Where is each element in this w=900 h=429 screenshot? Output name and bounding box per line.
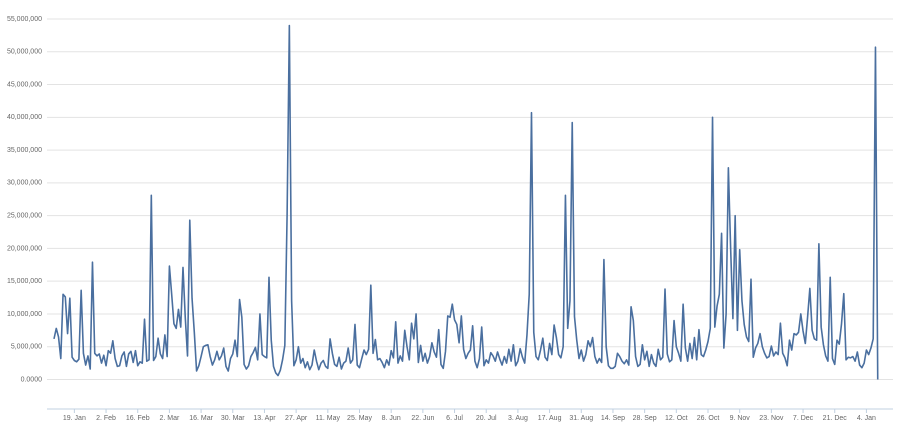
y-tick-label: 20,000,000 — [7, 245, 42, 252]
x-tick-label: 4. Jan — [857, 415, 876, 422]
y-tick-label: 10,000,000 — [7, 311, 42, 318]
x-tick-label: 27. Apr — [285, 415, 308, 422]
x-tick-label: 8. Jun — [382, 415, 401, 422]
x-tick-label: 12. Oct — [665, 415, 688, 422]
x-tick-label: 11. May — [316, 415, 341, 422]
x-tick-label: 22. Jun — [411, 415, 434, 422]
x-tick-label: 17. Aug — [538, 415, 562, 422]
y-tick-label: 40,000,000 — [7, 114, 42, 121]
x-tick-label: 7. Dec — [793, 415, 814, 422]
x-tick-label: 19. Jan — [63, 415, 86, 422]
y-tick-label: 55,000,000 — [7, 16, 42, 23]
x-tick-label: 6. Jul — [446, 415, 463, 422]
x-tick-label: 20. Jul — [476, 415, 497, 422]
data-line — [53, 24, 879, 380]
x-tick-label: 21. Dec — [823, 415, 848, 422]
x-tick-label: 9. Nov — [730, 415, 751, 422]
y-tick-label: 50,000,000 — [7, 49, 42, 56]
y-tick-label: 0.0000 — [21, 376, 43, 383]
y-tick-label: 25,000,000 — [7, 212, 42, 219]
x-tick-label: 14. Sep — [601, 415, 625, 422]
x-tick-label: 31. Aug — [569, 415, 593, 422]
y-tick-label: 5,000,000 — [11, 344, 42, 351]
x-tick-label: 2. Mar — [159, 415, 180, 422]
x-tick-label: 16. Mar — [189, 415, 213, 422]
y-tick-label: 15,000,000 — [7, 278, 42, 285]
y-tick-label: 35,000,000 — [7, 147, 42, 154]
x-tick-label: 3. Aug — [508, 415, 528, 422]
x-tick-label: 30. Mar — [221, 415, 245, 422]
x-tick-label: 13. Apr — [253, 415, 276, 422]
x-tick-label: 23. Nov — [759, 415, 784, 422]
x-tick-label: 16. Feb — [126, 415, 150, 422]
y-tick-label: 45,000,000 — [7, 81, 42, 88]
x-tick-label: 25. May — [347, 415, 372, 422]
y-tick-label: 30,000,000 — [7, 180, 42, 187]
x-tick-label: 26. Oct — [697, 415, 720, 422]
x-tick-label: 28. Sep — [633, 415, 657, 422]
x-tick-label: 2. Feb — [96, 415, 116, 422]
